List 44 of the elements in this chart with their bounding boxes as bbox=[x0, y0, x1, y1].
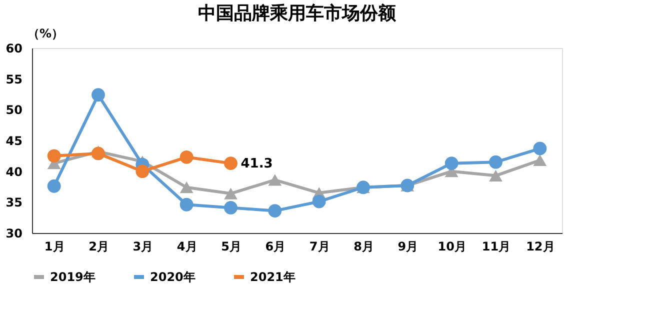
y-tick-label: 50 bbox=[6, 103, 22, 118]
x-tick-label: 4月 bbox=[176, 240, 198, 254]
point bbox=[47, 179, 61, 193]
y-tick-label: 40 bbox=[6, 164, 22, 179]
point bbox=[92, 146, 105, 160]
legend-label: 2019年 bbox=[50, 270, 96, 284]
point bbox=[180, 198, 194, 212]
point bbox=[489, 155, 502, 169]
point bbox=[224, 188, 238, 200]
point bbox=[224, 156, 238, 170]
y-tick-label: 60 bbox=[6, 42, 22, 56]
x-tick-label: 7月 bbox=[309, 240, 330, 254]
point bbox=[268, 174, 282, 186]
y-tick-label: 45 bbox=[6, 134, 22, 148]
x-tick-label: 8月 bbox=[354, 240, 374, 254]
point bbox=[489, 170, 502, 182]
data-label: 41.3 bbox=[240, 156, 273, 172]
x-tick-label: 10月 bbox=[438, 240, 466, 254]
x-tick-label: 12月 bbox=[526, 240, 555, 254]
legend-label: 2020年 bbox=[150, 270, 196, 284]
point bbox=[533, 142, 547, 156]
point bbox=[136, 164, 150, 178]
x-tick-label: 3月 bbox=[132, 240, 154, 254]
x-tick-label: 2月 bbox=[88, 240, 109, 254]
x-tick-label: 9月 bbox=[398, 240, 418, 254]
y-axis-title: （%） bbox=[28, 26, 64, 40]
y-tick-label: 30 bbox=[6, 226, 22, 240]
x-tick-label: 6月 bbox=[265, 240, 286, 254]
point bbox=[444, 156, 458, 170]
y-tick-label: 55 bbox=[6, 72, 22, 86]
chart-title: 中国品牌乘用车市场份额 bbox=[198, 3, 397, 24]
legend-label: 2021年 bbox=[250, 270, 296, 284]
point bbox=[47, 149, 61, 163]
x-tick-label: 5月 bbox=[221, 240, 242, 254]
point bbox=[180, 150, 194, 164]
point bbox=[268, 204, 282, 218]
point bbox=[180, 182, 194, 194]
y-tick-label: 35 bbox=[6, 196, 22, 210]
point bbox=[312, 194, 326, 208]
point bbox=[92, 88, 105, 102]
point bbox=[533, 154, 547, 166]
x-tick-label: 11月 bbox=[482, 240, 511, 254]
x-tick-label: 1月 bbox=[44, 240, 65, 254]
point bbox=[224, 201, 238, 214]
